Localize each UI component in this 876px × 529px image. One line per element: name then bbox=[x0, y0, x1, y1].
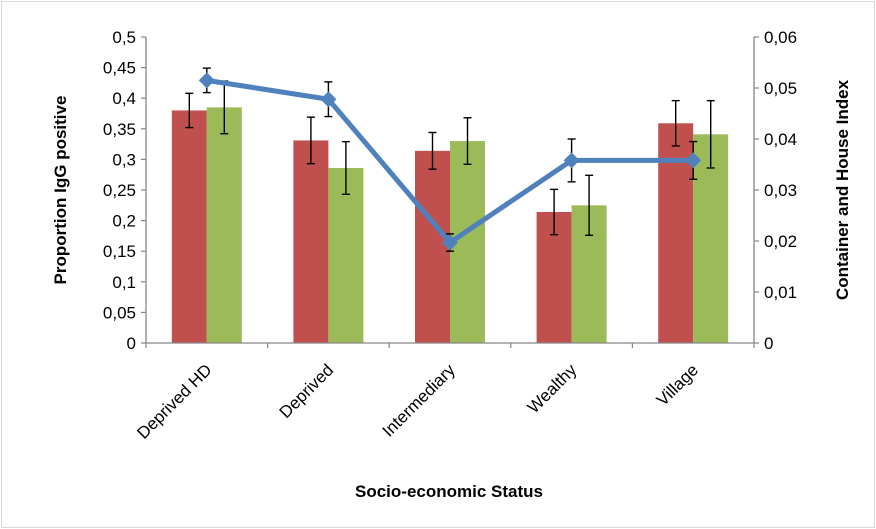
y-tick-label-2: 0,1 bbox=[112, 273, 136, 292]
y2-axis-title: Container and House Index bbox=[833, 79, 852, 300]
x-tick-label-4: Village bbox=[653, 360, 702, 409]
line-marker-1 bbox=[320, 91, 337, 108]
error-bar-s1-2 bbox=[428, 131, 437, 170]
y-tick-label-0: 0 bbox=[127, 334, 136, 353]
y-tick-label-6: 0,3 bbox=[112, 150, 136, 169]
x-tick-label-0: Deprived HD bbox=[133, 360, 215, 442]
line-marker-2 bbox=[442, 234, 458, 251]
y2-tick-label-0: 0 bbox=[764, 334, 773, 353]
bar-s1-1 bbox=[293, 140, 329, 343]
y-tick-label-7: 0,35 bbox=[103, 120, 136, 139]
y2-tick-label-5: 0,05 bbox=[764, 79, 797, 98]
line-marker-3 bbox=[563, 152, 580, 169]
bar-s2-1 bbox=[328, 167, 364, 343]
error-bar-s1-1 bbox=[306, 116, 315, 165]
y2-tick-label-6: 0,06 bbox=[764, 28, 797, 47]
bar-s2-4 bbox=[693, 134, 729, 343]
line-layer bbox=[198, 67, 702, 252]
y2-tick-label-2: 0,02 bbox=[764, 232, 797, 251]
line-marker-4 bbox=[685, 152, 702, 169]
bar-s2-0 bbox=[206, 107, 242, 343]
x-tick-label-1: Deprived bbox=[276, 360, 338, 422]
x-tick-label-3: Wealthy bbox=[524, 360, 581, 417]
error-bar-s2-3 bbox=[585, 174, 594, 236]
error-bar-s1-0 bbox=[185, 92, 194, 129]
error-bar-s2-1 bbox=[341, 140, 350, 195]
error-bar-s1-4 bbox=[671, 99, 680, 147]
y-tick-label-9: 0,45 bbox=[103, 59, 136, 78]
line-marker-0 bbox=[198, 72, 215, 89]
error-bar-s1-3 bbox=[550, 188, 559, 236]
y-tick-label-4: 0,2 bbox=[112, 212, 136, 231]
y-tick-label-5: 0,25 bbox=[103, 181, 136, 200]
bar-s1-2 bbox=[415, 150, 450, 343]
x-axis-title: Socio-economic Status bbox=[355, 482, 543, 501]
y-tick-label-8: 0,4 bbox=[112, 89, 136, 108]
bar-s1-0 bbox=[171, 110, 207, 343]
axes-layer bbox=[141, 36, 759, 348]
y2-tick-label-1: 0,01 bbox=[764, 283, 797, 302]
y-tick-label-10: 0,5 bbox=[112, 28, 136, 47]
y2-tick-label-3: 0,03 bbox=[764, 181, 797, 200]
y-axis-title: Proportion IgG positive bbox=[51, 96, 70, 285]
y-tick-label-1: 0,05 bbox=[103, 303, 136, 322]
bar-s1-4 bbox=[658, 123, 694, 344]
error-bar-s2-2 bbox=[463, 117, 472, 165]
y2-tick-label-4: 0,04 bbox=[764, 130, 797, 149]
error-bar-s2-4 bbox=[706, 99, 715, 169]
x-tick-label-2: Intermediary bbox=[379, 360, 460, 441]
y-tick-label-3: 0,15 bbox=[103, 242, 136, 261]
bars-layer bbox=[171, 80, 729, 344]
